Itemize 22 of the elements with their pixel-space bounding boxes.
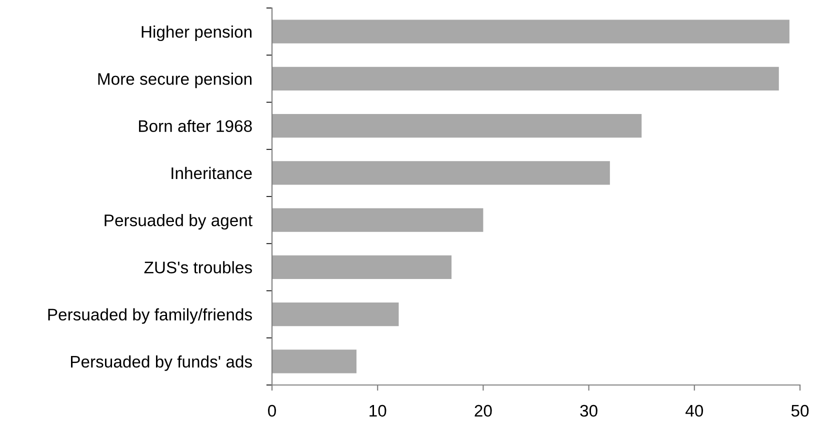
bar: [272, 208, 484, 232]
bar: [272, 114, 642, 138]
x-tick-label: 10: [370, 404, 386, 417]
bar: [272, 161, 610, 185]
x-tick-label: 20: [474, 404, 492, 417]
y-tick-label: Persuaded by agent: [104, 214, 252, 230]
y-tick-label: Persuaded by family/friends: [48, 308, 252, 324]
y-tick-label: More secure pension: [98, 72, 252, 88]
bar: [272, 66, 779, 90]
y-tick-label: ZUS's troubles: [144, 261, 252, 274]
y-tick-label: Born after 1968: [139, 120, 252, 132]
y-tick-label: Inheritance: [172, 166, 252, 180]
bar: [272, 350, 356, 374]
x-tick-label: 40: [686, 404, 704, 417]
bar: [272, 20, 790, 44]
x-tick-label: 0: [268, 404, 276, 417]
bar: [272, 302, 399, 326]
y-tick-label: Higher pension: [142, 26, 252, 42]
y-tick-label: Persuaded by funds' ads: [71, 355, 252, 371]
x-tick-label: 50: [791, 404, 809, 417]
x-tick-label: 30: [580, 404, 598, 417]
bar: [272, 255, 452, 279]
